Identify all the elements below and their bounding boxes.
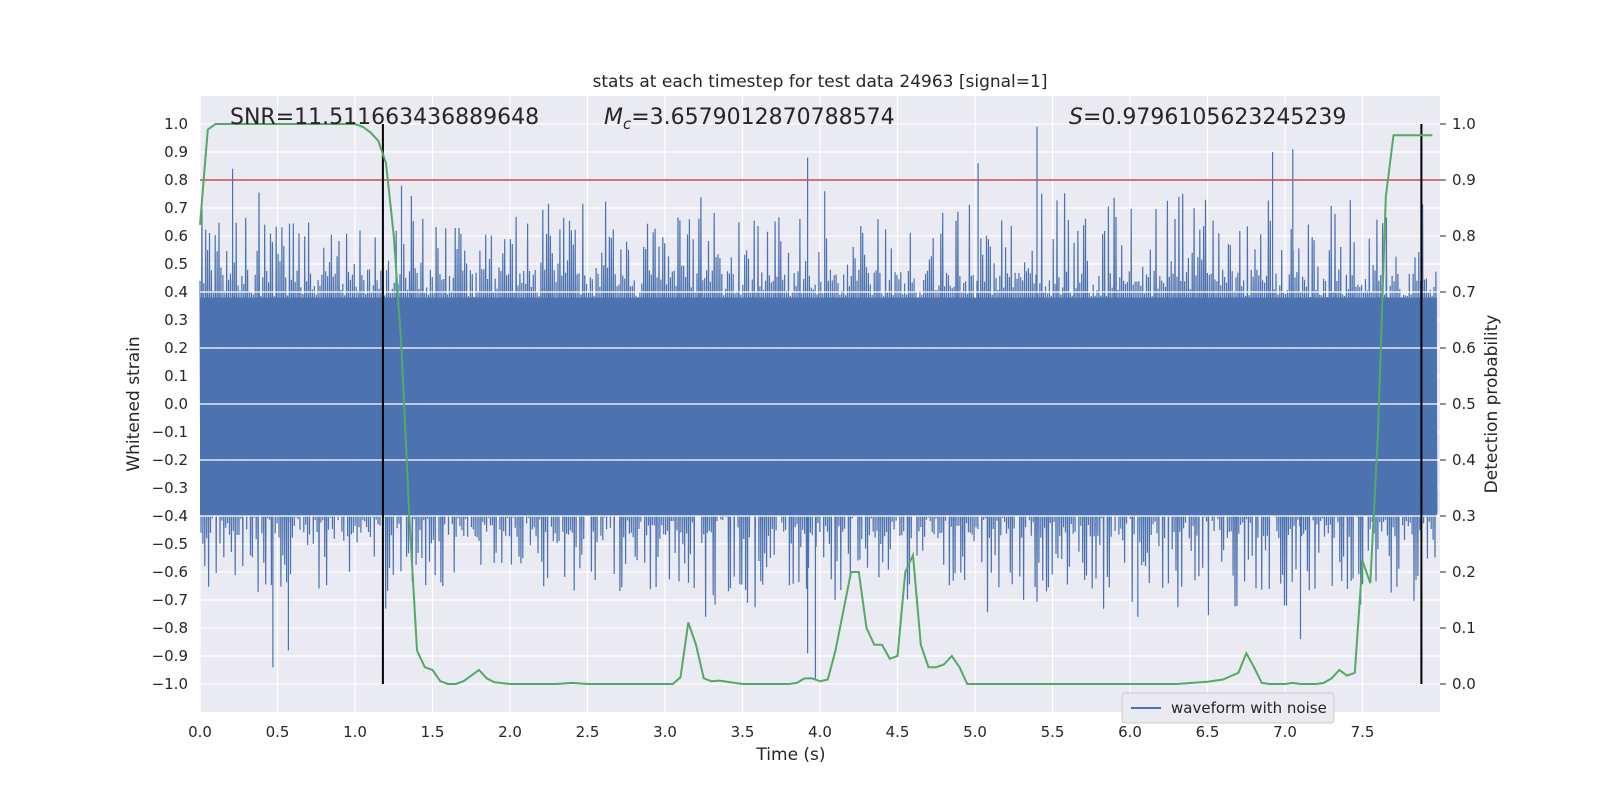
- y-tick-label: 0.0: [164, 395, 188, 413]
- s-annotation: S=0.9796105623245239: [1069, 105, 1346, 130]
- y2-tick-label: 0.0: [1452, 675, 1476, 693]
- y2-tick-label: 0.8: [1452, 227, 1476, 245]
- y2-tick-label: 0.6: [1452, 339, 1476, 357]
- chart-title: stats at each timestep for test data 249…: [593, 72, 1048, 92]
- x-tick-label: 2.5: [576, 723, 600, 741]
- probability-line: [199, 123, 1433, 685]
- y-tick-label: 0.3: [164, 311, 188, 329]
- x-tick-label: 0.5: [266, 723, 290, 741]
- y-tick-label: −0.3: [152, 479, 188, 497]
- y-tick-label: −0.9: [152, 647, 188, 665]
- y-tick-label: −0.2: [152, 451, 188, 469]
- x-tick-label: 6.5: [1196, 723, 1220, 741]
- y-tick-label: −0.8: [152, 619, 188, 637]
- legend: waveform with noise: [1121, 692, 1335, 724]
- y-tick-label: −0.7: [152, 591, 188, 609]
- y2-tick-label: 0.4: [1452, 451, 1476, 469]
- x-tick-label: 1.5: [421, 723, 445, 741]
- x-tick-label: 3.0: [653, 723, 677, 741]
- y-tick-label: −0.5: [152, 535, 188, 553]
- x-tick-label: 4.0: [808, 723, 832, 741]
- y2-tick-label: 0.1: [1452, 619, 1476, 637]
- x-tick-label: 7.0: [1273, 723, 1297, 741]
- y-tick-label: 0.5: [164, 255, 188, 273]
- y-axis-label: Whitened strain: [124, 336, 144, 471]
- y-tick-label: −0.6: [152, 563, 188, 581]
- x-tick-label: 3.5: [731, 723, 755, 741]
- x-tick-label: 0.0: [188, 723, 212, 741]
- y2-tick-label: 1.0: [1452, 115, 1476, 133]
- x-tick-label: 4.5: [886, 723, 910, 741]
- x-tick-label: 6.0: [1118, 723, 1142, 741]
- y2-tick-label: 0.5: [1452, 395, 1476, 413]
- snr-annotation: SNR=11.511663436889648: [230, 105, 539, 130]
- y-tick-label: 1.0: [164, 115, 188, 133]
- x-tick-label: 5.5: [1041, 723, 1065, 741]
- y-tick-label: −0.1: [152, 423, 188, 441]
- axis-ticks: 0.0 0.5 1.0 1.5 2.0 2.5 3.0 3.5 4.0 4.5 5.0 5.5 6.0 6…: [152, 115, 1476, 741]
- overlays: [200, 124, 1440, 684]
- legend-box: [1121, 692, 1335, 724]
- x-tick-label: 7.5: [1351, 723, 1375, 741]
- y-tick-label: −1.0: [152, 675, 188, 693]
- y2-tick-label: 0.2: [1452, 563, 1476, 581]
- mc-annotation: Mc=3.6579012870788574: [604, 105, 895, 133]
- x-axis-label: Time (s): [755, 745, 825, 765]
- y-tick-label: 0.6: [164, 227, 188, 245]
- y2-tick-label: 0.7: [1452, 283, 1476, 301]
- y-tick-label: 0.9: [164, 143, 188, 161]
- probability-series: [199, 123, 1433, 685]
- y-tick-label: 0.7: [164, 199, 188, 217]
- y2-tick-label: 0.9: [1452, 171, 1476, 189]
- y2-tick-label: 0.3: [1452, 507, 1476, 525]
- waveform-line: [199, 126, 1438, 679]
- y-tick-label: −0.4: [152, 507, 188, 525]
- legend-label: waveform with noise: [1171, 699, 1327, 717]
- y2-axis-label: Detection probability: [1482, 315, 1502, 494]
- x-tick-label: 2.0: [498, 723, 522, 741]
- x-tick-label: 5.0: [963, 723, 987, 741]
- y-tick-label: 0.2: [164, 339, 188, 357]
- y-tick-label: 0.4: [164, 283, 188, 301]
- y-tick-label: 0.1: [164, 367, 188, 385]
- waveform-series: [199, 126, 1440, 679]
- x-tick-label: 1.0: [343, 723, 367, 741]
- y-tick-label: 0.8: [164, 171, 188, 189]
